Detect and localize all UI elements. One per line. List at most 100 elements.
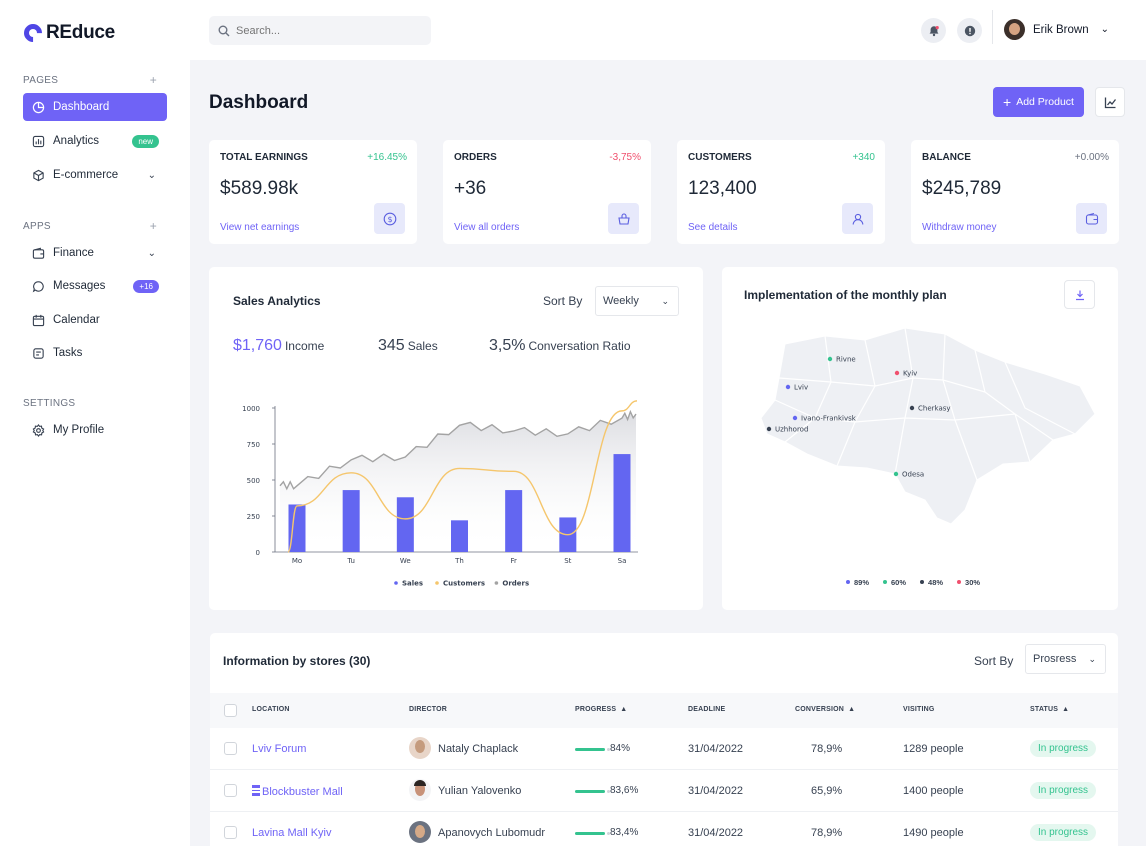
info-button[interactable] xyxy=(957,18,982,43)
sidebar-item-label: E-commerce xyxy=(53,169,119,181)
stat-card-total-earnings: TOTAL EARNINGS +16.45% $589.98k View net… xyxy=(209,140,417,244)
ukraine-map: Rivne Kyiv Lviv Cherkasy Ivano-Frankivsk Uzhh… xyxy=(760,327,1096,525)
city-marker[interactable] xyxy=(894,370,900,376)
header-divider xyxy=(992,10,993,44)
stat-card-balance: BALANCE +0.00% $245,789 Withdraw money xyxy=(911,140,1119,244)
pages-section-header: PAGES + xyxy=(23,73,157,87)
sort-by-value: Weekly xyxy=(603,295,639,307)
table-row[interactable]: Lviv Forum Nataly Chaplack 84% 31/04/202… xyxy=(210,728,1118,770)
analytics-icon xyxy=(32,135,45,147)
logo-icon xyxy=(20,20,46,46)
add-product-button[interactable]: + Add Product xyxy=(993,87,1084,117)
sidebar-item-messages[interactable]: Messages +16 xyxy=(23,272,167,300)
user-menu[interactable]: Erik Brown ⌄ xyxy=(1004,19,1109,40)
sidebar-item-calendar[interactable]: Calendar xyxy=(23,306,167,334)
city-marker[interactable] xyxy=(893,471,899,477)
legend-label: Orders xyxy=(502,580,529,588)
sales-bar xyxy=(342,490,360,552)
income-kpi: $1,760 Income xyxy=(233,337,324,355)
column-header-deadline[interactable]: DEADLINE xyxy=(688,706,726,713)
progress-track xyxy=(607,832,610,835)
dollar-icon[interactable]: $ xyxy=(374,203,405,234)
search-bar[interactable] xyxy=(209,16,431,45)
sidebar-item-tasks[interactable]: Tasks xyxy=(23,339,167,367)
city-marker[interactable] xyxy=(909,405,915,411)
x-tick-label: Th xyxy=(454,557,464,565)
store-location-link[interactable]: Lavina Mall Kyiv xyxy=(252,827,332,839)
sales-bar xyxy=(613,454,631,552)
legend-dot xyxy=(920,580,925,584)
sidebar-item-my-profile[interactable]: My Profile xyxy=(23,416,167,444)
search-input[interactable] xyxy=(236,24,416,37)
column-header-visiting[interactable]: VISITING xyxy=(903,706,935,713)
row-checkbox[interactable] xyxy=(224,784,237,797)
alert-icon xyxy=(964,25,975,36)
x-tick-label: Tu xyxy=(346,557,355,565)
progress-value: 83,4% xyxy=(610,827,639,838)
income-value: $1,760 xyxy=(233,337,282,354)
sidebar-item-finance[interactable]: Finance ⌄ xyxy=(23,239,167,267)
column-header-progress[interactable]: PROGRESS ▲︎ xyxy=(575,706,627,713)
customers-line xyxy=(287,400,638,553)
monthly-plan-title: Implementation of the monthly plan xyxy=(744,288,947,302)
stat-value: $589.98k xyxy=(220,178,299,199)
city-marker[interactable] xyxy=(792,415,798,421)
store-location-link[interactable]: Lviv Forum xyxy=(252,743,307,755)
director-name: Nataly Chaplack xyxy=(438,743,519,755)
sort-by-select[interactable]: Weekly ⌄ xyxy=(595,286,679,316)
withdraw-money-link[interactable]: Withdraw money xyxy=(922,222,997,233)
select-all-checkbox[interactable] xyxy=(224,704,237,717)
logo[interactable]: REduce xyxy=(20,20,115,46)
stores-title: Information by stores (30) xyxy=(223,654,371,668)
sort-by-label: Sort By xyxy=(543,294,583,308)
sort-icon: ▲︎ xyxy=(620,706,628,713)
store-location-link[interactable]: Blockbuster Mall xyxy=(252,785,343,798)
row-checkbox[interactable] xyxy=(224,826,237,839)
column-label: PROGRESS xyxy=(575,706,617,713)
stores-sort-select[interactable]: Prosress ⌄ xyxy=(1025,644,1106,674)
y-tick-label: 500 xyxy=(247,477,260,485)
see-details-link[interactable]: See details xyxy=(688,222,738,233)
column-header-conversion[interactable]: CONVERSION ▲︎ xyxy=(795,706,855,713)
view-all-orders-link[interactable]: View all orders xyxy=(454,222,520,233)
city-marker[interactable] xyxy=(766,426,772,432)
row-checkbox[interactable] xyxy=(224,742,237,755)
y-tick-label: 250 xyxy=(247,513,260,521)
visiting: 1289 people xyxy=(903,743,964,755)
add-page-icon[interactable]: + xyxy=(149,73,157,87)
conversion: 65,9% xyxy=(811,785,843,797)
chevron-down-icon: ⌄ xyxy=(661,295,669,306)
view-net-earnings-link[interactable]: View net earnings xyxy=(220,222,300,233)
column-header-location[interactable]: LOCATION xyxy=(252,706,290,713)
city-label: Uzhhorod xyxy=(775,426,808,434)
income-label: Income xyxy=(284,339,325,353)
add-app-icon[interactable]: + xyxy=(149,219,157,233)
map-legend-item: 30% xyxy=(957,578,980,587)
basket-icon[interactable] xyxy=(608,203,639,234)
wallet-icon[interactable] xyxy=(1076,203,1107,234)
chat-icon xyxy=(32,280,44,292)
visiting: 1490 people xyxy=(903,827,964,839)
legend-dot xyxy=(957,580,962,584)
stat-title: BALANCE xyxy=(922,152,971,163)
new-badge: new xyxy=(132,134,159,148)
sidebar-item-dashboard[interactable]: Dashboard xyxy=(23,93,167,121)
table-row[interactable]: Blockbuster Mall Yulian Yalovenko 83,6% … xyxy=(210,770,1118,812)
deadline: 31/04/2022 xyxy=(688,743,744,755)
city-marker[interactable] xyxy=(827,356,833,362)
sidebar-item-analytics[interactable]: Analytics new xyxy=(23,127,167,155)
column-header-director[interactable]: DIRECTOR xyxy=(409,706,448,713)
chart-view-button[interactable] xyxy=(1095,87,1125,117)
city-marker[interactable] xyxy=(785,384,791,390)
column-header-status[interactable]: STATUS ▲︎ xyxy=(1030,706,1069,713)
user-icon[interactable] xyxy=(842,203,873,234)
sidebar-item-ecommerce[interactable]: E-commerce ⌄ xyxy=(23,161,167,189)
visiting: 1400 people xyxy=(903,785,964,797)
bell-icon xyxy=(929,25,939,36)
progress-track xyxy=(607,790,610,793)
download-button[interactable] xyxy=(1064,280,1095,309)
progress-value: 84% xyxy=(610,743,631,754)
table-row[interactable]: Lavina Mall Kyiv Apanovych Lubomudr 83,4… xyxy=(210,812,1118,846)
sidebar-item-label: My Profile xyxy=(53,424,105,436)
notifications-button[interactable] xyxy=(921,18,946,43)
